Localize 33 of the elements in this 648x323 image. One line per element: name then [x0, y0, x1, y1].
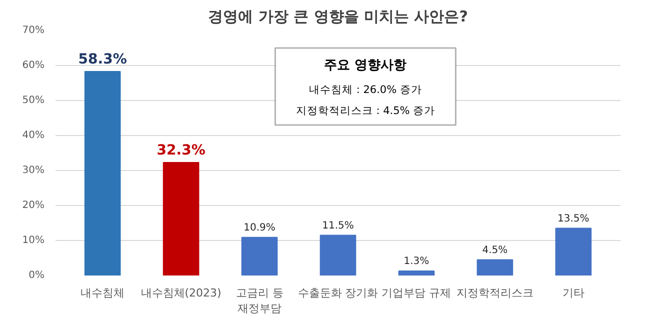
y-tick-label: 50%	[22, 95, 45, 106]
bar	[398, 270, 435, 276]
x-tick-label: 수출둔화 장기화	[298, 286, 378, 300]
y-tick-label: 0%	[28, 270, 45, 281]
annotation: 주요 영향사항	[324, 58, 407, 73]
data-label: 1.3%	[404, 256, 430, 267]
y-tick-label: 70%	[22, 25, 45, 36]
y-tick-label: 10%	[22, 235, 45, 246]
data-label: 11.5%	[322, 220, 354, 232]
bar	[476, 259, 514, 276]
data-label: 10.9%	[244, 222, 276, 234]
bar	[241, 236, 278, 276]
y-tick-label: 40%	[22, 130, 45, 141]
y-tick-label: 20%	[22, 200, 45, 211]
y-tick-label: 30%	[22, 165, 45, 176]
data-label: 13.5%	[558, 213, 590, 224]
bar	[162, 162, 200, 276]
annotation: 지정학적리스크 : 4.5% 증가	[296, 105, 436, 117]
bar	[320, 234, 356, 276]
annotation: 내수침체 : 26.0% 증가	[309, 84, 422, 96]
x-tick-label: 내수침체	[80, 286, 125, 300]
y-tick-label: 60%	[22, 60, 45, 71]
x-tick-label: 고금리 등 재정부담	[236, 286, 284, 316]
bar	[84, 70, 121, 276]
x-tick-label: 기업부담 규제	[382, 286, 452, 300]
chart-title: 경영에 가장 큰 영향을 미치는 사안은?	[208, 8, 468, 26]
x-tick-label: 지정학적리스크	[456, 286, 534, 300]
x-tick-label: 기타	[562, 286, 584, 300]
data-label: 4.5%	[482, 244, 508, 256]
data-label: 32.3%	[156, 142, 206, 158]
data-label: 58.3%	[78, 51, 127, 68]
bar	[555, 228, 592, 276]
x-tick-label: 내수침체(2023)	[140, 286, 222, 300]
